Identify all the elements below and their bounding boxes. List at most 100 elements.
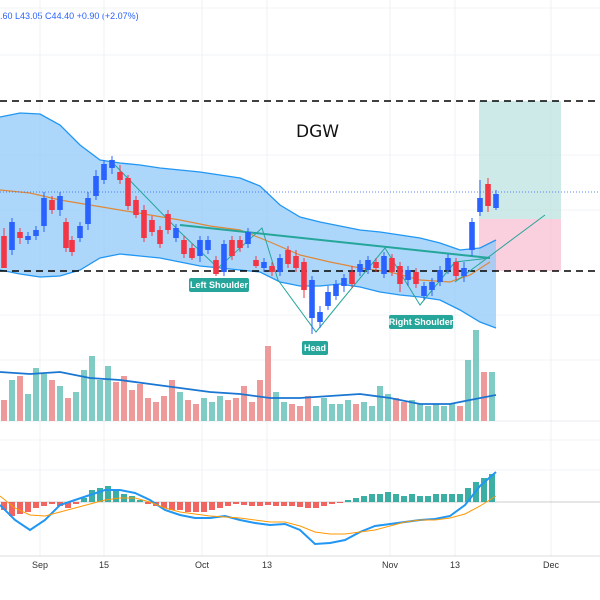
macd-bar-22 [177, 502, 183, 510]
macd-bar-48 [385, 492, 391, 502]
macd-bar-9 [73, 502, 79, 504]
bollinger-lower-line [0, 253, 497, 329]
ohlc-prefix: .60 [0, 11, 13, 21]
volume-bar-22 [177, 392, 183, 421]
candle-body-17 [133, 200, 139, 215]
candle-body-56 [445, 258, 451, 270]
candle-body-48 [381, 256, 387, 274]
candle-body-54 [429, 282, 435, 290]
candle-body-26 [205, 240, 211, 250]
candle-body-4 [33, 230, 39, 236]
volume-bar-5 [41, 374, 47, 421]
candle-body-25 [197, 240, 203, 256]
macd-bar-40 [321, 502, 327, 506]
candle-body-37 [293, 256, 299, 268]
candle-body-57 [453, 262, 459, 276]
candle-body-34 [269, 266, 275, 272]
volume-bar-41 [329, 404, 335, 421]
candle-body-58 [461, 268, 467, 276]
volume-bar-32 [257, 380, 263, 421]
volume-bar-26 [209, 402, 215, 421]
candle-body-6 [49, 200, 55, 210]
candle-body-45 [357, 264, 363, 272]
x-axis: Sep 15 Oct 13 Nov 13 Dec [0, 555, 600, 570]
macd-bar-37 [297, 502, 303, 507]
candle-body-60 [477, 198, 483, 212]
macd-bar-0 [1, 502, 7, 510]
x-tick-15-sep: 15 [99, 560, 109, 570]
candle-body-8 [63, 222, 69, 248]
volume-bar-53 [425, 406, 431, 421]
candle-body-16 [125, 178, 131, 206]
volume-bar-11 [89, 356, 95, 421]
candle-body-62 [493, 194, 499, 208]
candle-body-46 [365, 260, 371, 270]
x-tick-nov: Nov [382, 560, 399, 570]
candle-body-7 [57, 196, 63, 210]
macd-bar-21 [169, 502, 175, 510]
candle-body-10 [77, 226, 83, 238]
volume-bar-23 [185, 400, 191, 421]
macd-bar-46 [369, 494, 375, 502]
volume-bar-20 [161, 396, 167, 421]
volume-bar-1 [9, 380, 15, 421]
profit-zone [479, 101, 561, 219]
macd-bar-16 [129, 496, 135, 502]
volume-bar-16 [129, 390, 135, 421]
macd-bar-4 [33, 502, 39, 508]
candle-body-23 [181, 240, 187, 254]
macd-bar-20 [161, 502, 167, 508]
macd-bar-43 [345, 500, 351, 502]
macd-bar-47 [377, 494, 383, 502]
candle-body-18 [141, 210, 147, 238]
candle-body-20 [157, 230, 163, 244]
volume-bar-10 [81, 370, 87, 421]
candles [1, 156, 499, 334]
volume-bar-40 [321, 398, 327, 421]
macd-bar-25 [201, 502, 207, 512]
volume-bar-0 [1, 400, 7, 421]
macd-bar-36 [289, 502, 295, 506]
volume-bar-2 [17, 376, 23, 421]
macd-bar-45 [361, 496, 367, 502]
volume-bar-18 [145, 398, 151, 421]
macd-bar-8 [65, 502, 71, 508]
chart-title: DGW [296, 122, 339, 142]
macd-bar-50 [401, 496, 407, 502]
ohlc-values: L43.05 C44.40 +0.90 (+2.07%) [15, 11, 139, 21]
volume-bar-52 [417, 404, 423, 421]
macd-bar-2 [17, 502, 23, 514]
macd-bar-52 [417, 496, 423, 502]
candle-body-11 [85, 198, 91, 224]
volume-bar-33 [265, 346, 271, 421]
candle-body-43 [341, 278, 347, 286]
volume-bar-28 [225, 400, 231, 421]
volume-bar-57 [457, 406, 463, 421]
macd-bar-32 [257, 502, 263, 506]
bollinger-band [0, 113, 496, 328]
volume-bar-39 [313, 406, 319, 421]
candle-body-5 [41, 198, 47, 226]
macd-bar-31 [249, 502, 255, 506]
macd-bar-41 [329, 502, 335, 504]
volume-bar-58 [465, 360, 471, 421]
x-tick-oct: Oct [195, 560, 210, 570]
candle-body-32 [253, 260, 259, 266]
candle-body-29 [229, 240, 235, 256]
candle-body-0 [1, 236, 7, 268]
volume-bar-46 [369, 406, 375, 421]
candle-body-3 [25, 236, 31, 240]
volume-bar-4 [33, 368, 39, 421]
macd-bar-28 [225, 502, 231, 506]
volume-bar-7 [57, 386, 63, 421]
macd-bar-44 [353, 498, 359, 502]
candle-body-31 [245, 232, 251, 244]
candle-body-49 [389, 258, 395, 272]
candle-body-40 [317, 312, 323, 322]
volume-bar-49 [393, 398, 399, 421]
volume-bar-55 [441, 406, 447, 421]
macd-bar-53 [425, 496, 431, 502]
candle-body-13 [101, 164, 107, 180]
candle-body-19 [149, 220, 155, 232]
